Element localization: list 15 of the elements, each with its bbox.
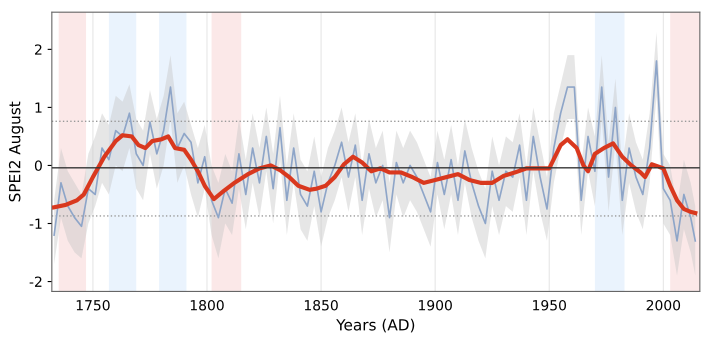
x-axis-title: Years (AD) (336, 318, 414, 332)
y-tick-label: 2 (34, 44, 42, 55)
x-tick-label: 1850 (304, 300, 338, 310)
line-series (52, 133, 698, 216)
x-tick-label: 2000 (646, 300, 680, 310)
y-tick-label: -2 (30, 276, 42, 287)
x-tick-label: 1800 (190, 300, 224, 310)
x-tick-label: 1900 (419, 300, 452, 310)
y-tick-label: 0 (34, 160, 42, 171)
y-tick-label: 1 (36, 102, 42, 113)
line-series (53, 60, 696, 242)
x-tick-label: 1750 (76, 300, 110, 310)
x-tick-label: 1950 (533, 300, 566, 310)
y-axis-title: SPEI2 August (8, 102, 24, 202)
y-tick-label: -1 (30, 218, 42, 229)
